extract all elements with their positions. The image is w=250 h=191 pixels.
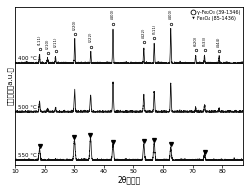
Text: (220): (220) [73, 19, 77, 30]
X-axis label: 2θ（度）: 2θ（度） [117, 175, 141, 184]
Text: (511): (511) [152, 24, 156, 34]
Text: (210): (210) [46, 38, 50, 49]
Text: 500 °C: 500 °C [18, 105, 37, 110]
Text: (533): (533) [202, 36, 206, 46]
Text: (222): (222) [89, 32, 93, 42]
Text: (422): (422) [142, 28, 146, 38]
Text: 400 °C: 400 °C [18, 57, 37, 62]
Y-axis label: 相对强度（a.u.）: 相对强度（a.u.） [7, 66, 14, 105]
Text: 550 °C: 550 °C [18, 153, 37, 159]
Text: (444): (444) [217, 36, 221, 47]
Text: (211): (211) [54, 37, 58, 47]
Legend: γ-Fe₂O₃ (39-1346), Fe₃O₄ (85-1436): γ-Fe₂O₃ (39-1346), Fe₃O₄ (85-1436) [190, 9, 240, 22]
Text: (400): (400) [169, 9, 173, 19]
Text: (111): (111) [38, 34, 42, 45]
Text: (400): (400) [111, 9, 115, 19]
Text: (620): (620) [194, 35, 198, 46]
